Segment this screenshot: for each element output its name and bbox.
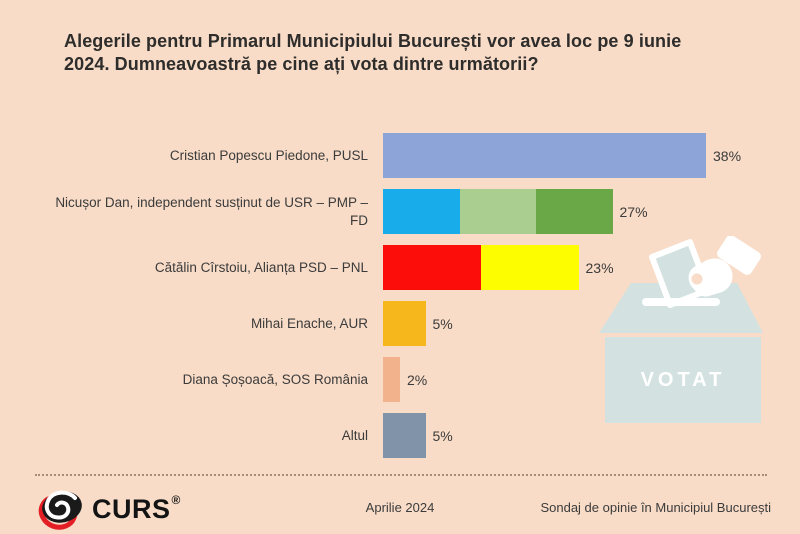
ballot-slot	[642, 298, 720, 306]
curs-logo: CURS ®	[38, 486, 180, 532]
hand-thumb-hole	[691, 273, 703, 285]
value-label: 23%	[585, 259, 614, 276]
dotted-divider	[35, 474, 767, 476]
bar	[383, 413, 426, 458]
survey-date: Aprilie 2024	[365, 500, 435, 515]
bar-segment	[383, 189, 460, 234]
bar-chart: Cristian Popescu Piedone, PUSL 38% Nicuș…	[0, 133, 800, 469]
hand-icon	[688, 258, 733, 297]
bar-segment	[383, 301, 426, 346]
ballot-box-icon	[595, 235, 767, 428]
value-label: 27%	[619, 203, 648, 220]
bar-segment	[383, 357, 400, 402]
bar	[383, 357, 400, 402]
title-line-2: 2024. Dumneavoastră pe cine ați vota din…	[64, 53, 539, 74]
votat-label: VOTAT	[640, 369, 726, 391]
ballot-box-graphic	[599, 235, 763, 423]
title-line-1: Alegerile pentru Primarul Municipiului B…	[64, 31, 682, 51]
bar-segment	[383, 245, 481, 290]
bar-row: Altul 5%	[0, 413, 800, 458]
bar-segment	[383, 133, 706, 178]
ballot-box-lid	[599, 283, 763, 333]
category-label: Diana Șoșoacă, SOS România	[182, 371, 368, 387]
curs-logo-icon	[38, 490, 82, 530]
value-label: 5%	[432, 427, 453, 444]
ballot-box-body	[605, 337, 761, 423]
value-label: 5%	[432, 315, 453, 332]
bar-segment	[480, 245, 579, 290]
bar	[383, 301, 426, 346]
bar-row: Nicușor Dan, independent susținut de USR…	[0, 189, 800, 234]
category-label: Mihai Enache, AUR	[250, 315, 368, 331]
bar-segment	[459, 189, 536, 234]
bar	[383, 189, 613, 234]
category-label: Cătălin Cîrstoiu, Alianța PSD – PNL	[154, 259, 368, 275]
bar-row: Mihai Enache, AUR 5%	[0, 301, 800, 346]
value-label: 38%	[713, 147, 742, 164]
bar-segment	[383, 413, 426, 458]
bar-row: Cătălin Cîrstoiu, Alianța PSD – PNL 23%	[0, 245, 800, 290]
category-label: Nicușor Dan, independent susținut de USR…	[55, 194, 368, 228]
survey-description: Sondaj de opinie în Municipiul București	[540, 500, 771, 515]
bar-row: Cristian Popescu Piedone, PUSL 38%	[0, 133, 800, 178]
bar	[383, 133, 706, 178]
value-label: 2%	[407, 371, 428, 388]
category-label: Altul	[341, 427, 368, 443]
registered-trademark: ®	[171, 493, 181, 507]
bar	[383, 245, 579, 290]
bar-segment	[536, 189, 613, 234]
hand-cuff-icon	[717, 235, 761, 275]
category-label: Cristian Popescu Piedone, PUSL	[169, 147, 368, 163]
brand-name: CURS	[92, 493, 171, 524]
bar-row: Diana Șoșoacă, SOS România 2%	[0, 357, 800, 402]
page-title: Alegerile pentru Primarul Municipiului B…	[64, 30, 764, 75]
